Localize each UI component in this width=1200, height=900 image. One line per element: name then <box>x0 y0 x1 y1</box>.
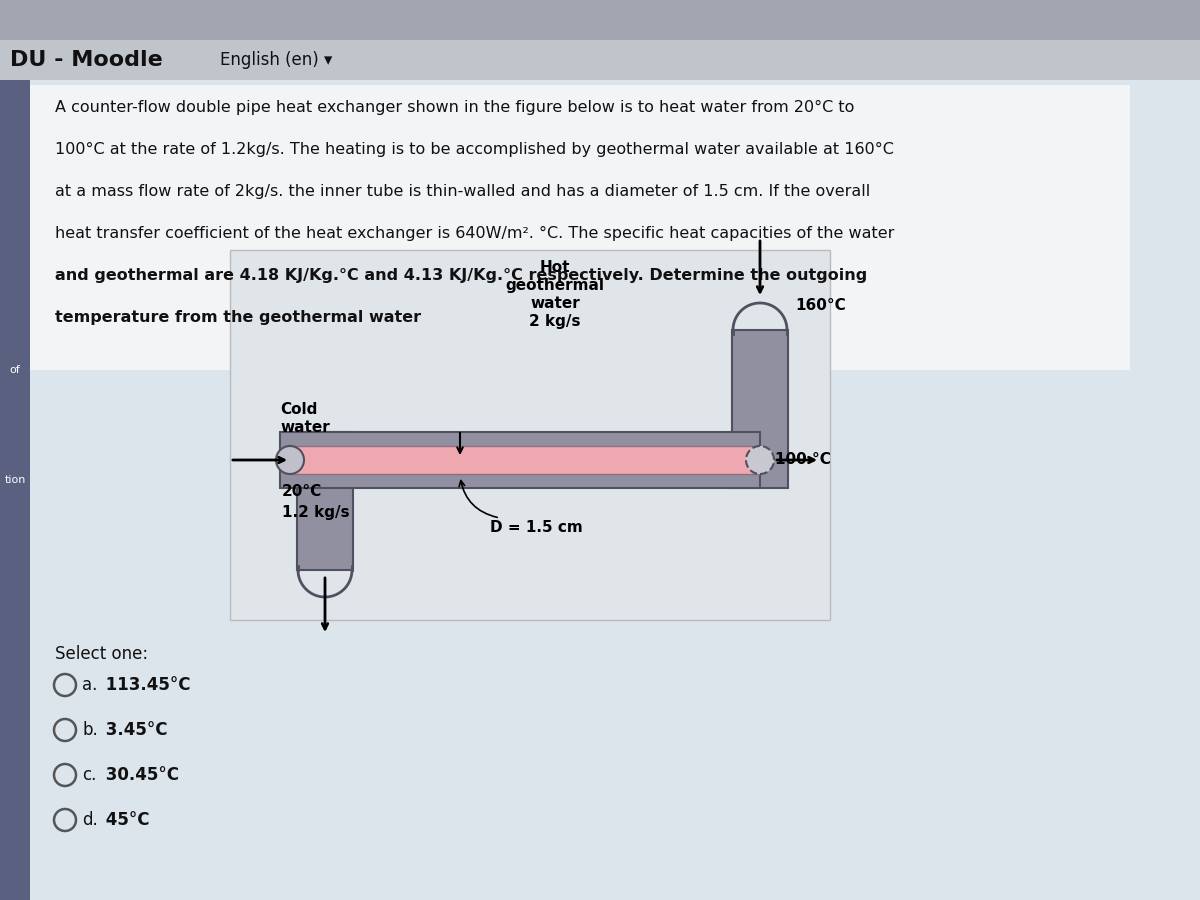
Bar <box>732 330 788 488</box>
Text: 100 °C: 100 °C <box>775 453 830 467</box>
Text: heat transfer coefficient of the heat exchanger is 640W/m². °C. The specific hea: heat transfer coefficient of the heat ex… <box>55 226 894 241</box>
Text: DU - Moodle: DU - Moodle <box>10 50 163 70</box>
Text: c.: c. <box>82 766 96 784</box>
Text: and geothermal are 4.18 KJ/Kg.°C and 4.13 KJ/Kg.°C respectively. Determine the o: and geothermal are 4.18 KJ/Kg.°C and 4.1… <box>55 268 868 283</box>
Text: at a mass flow rate of 2kg/s. the inner tube is thin-walled and has a diameter o: at a mass flow rate of 2kg/s. the inner … <box>55 184 870 199</box>
Text: Hot: Hot <box>540 260 570 275</box>
Text: 30.45°C: 30.45°C <box>100 766 179 784</box>
Text: D = 1.5 cm: D = 1.5 cm <box>490 520 583 535</box>
Circle shape <box>276 446 304 474</box>
Text: geothermal: geothermal <box>505 278 605 293</box>
Bar <box>0 0 1200 40</box>
Text: 160°C: 160°C <box>796 299 846 313</box>
Bar <box>0 80 30 900</box>
Text: of: of <box>10 365 20 375</box>
Text: water: water <box>530 296 580 311</box>
Text: tion: tion <box>5 475 25 485</box>
Text: 45°C: 45°C <box>100 811 150 829</box>
Bar <box>298 432 353 570</box>
Text: Cold: Cold <box>280 402 317 417</box>
Text: water: water <box>280 420 330 435</box>
Bar <box>290 446 760 474</box>
Text: A counter-flow double pipe heat exchanger shown in the figure below is to heat w: A counter-flow double pipe heat exchange… <box>55 100 854 115</box>
Text: d.: d. <box>82 811 97 829</box>
Text: a.: a. <box>82 676 97 694</box>
Circle shape <box>746 446 774 474</box>
Text: 113.45°C: 113.45°C <box>100 676 191 694</box>
Text: 3.45°C: 3.45°C <box>100 721 168 739</box>
Text: 20°C: 20°C <box>282 484 323 499</box>
Bar <box>30 85 1130 370</box>
Text: 2 kg/s: 2 kg/s <box>529 314 581 329</box>
Bar <box>0 40 1200 80</box>
Text: English (en) ▾: English (en) ▾ <box>220 51 332 69</box>
Text: 1.2 kg/s: 1.2 kg/s <box>282 505 349 520</box>
Bar <box>230 250 830 620</box>
Text: Select one:: Select one: <box>55 645 148 663</box>
Text: 100°C at the rate of 1.2kg/s. The heating is to be accomplished by geothermal wa: 100°C at the rate of 1.2kg/s. The heatin… <box>55 142 894 157</box>
Text: b.: b. <box>82 721 97 739</box>
Text: temperature from the geothermal water: temperature from the geothermal water <box>55 310 421 325</box>
Bar <box>280 432 760 488</box>
